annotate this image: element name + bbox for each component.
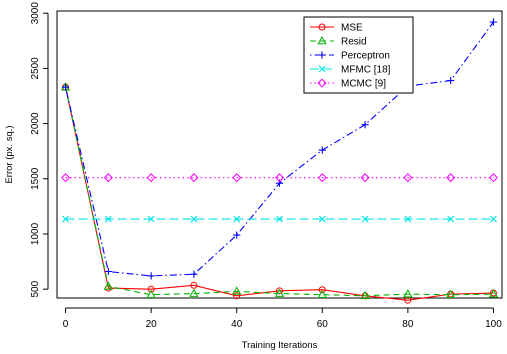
legend-label: MFMC [18] xyxy=(341,65,391,76)
data-point xyxy=(147,285,155,293)
data-point xyxy=(360,290,370,300)
data-point xyxy=(233,292,241,300)
legend-marker xyxy=(317,35,327,45)
legend-entry: MFMC [18] xyxy=(310,65,391,76)
x-axis-title: Training Iterations xyxy=(242,340,318,351)
data-point xyxy=(61,83,70,91)
series-mcmc-9 xyxy=(61,173,498,183)
series-mse xyxy=(62,83,497,304)
data-point xyxy=(317,289,327,298)
legend-marker xyxy=(317,78,327,88)
data-point xyxy=(276,215,283,223)
data-point xyxy=(403,289,413,298)
data-point xyxy=(447,215,455,223)
legend-entry: MCMC [9] xyxy=(310,78,386,90)
data-point xyxy=(446,289,456,298)
data-point xyxy=(147,215,155,223)
x-tick-label: 0 xyxy=(63,319,69,330)
data-point xyxy=(103,281,113,290)
series-line xyxy=(65,87,494,297)
series-mfmc-18 xyxy=(62,215,497,223)
legend-entry: Resid xyxy=(310,35,367,48)
legend-label: MCMC [9] xyxy=(341,79,386,90)
data-point xyxy=(62,215,69,223)
legend: MSE Resid Perceptron MFMC [18] MCMC [9] xyxy=(303,16,414,94)
legend-entry: Perceptron xyxy=(310,51,390,62)
data-point xyxy=(447,76,455,85)
data-point xyxy=(488,289,499,298)
x-tick-label: 100 xyxy=(485,319,502,330)
series-perceptron xyxy=(61,18,498,280)
data-point xyxy=(403,173,413,183)
y-tick-label: 500 xyxy=(30,280,41,297)
series-resid xyxy=(60,82,499,300)
data-point xyxy=(274,173,285,183)
legend-entry: MSE xyxy=(310,23,363,34)
x-tick-label: 40 xyxy=(231,319,243,330)
data-point xyxy=(318,146,326,154)
x-tick-label: 60 xyxy=(317,319,329,330)
data-point xyxy=(190,270,198,278)
data-point xyxy=(489,18,498,26)
data-point xyxy=(318,215,326,223)
data-point xyxy=(190,281,198,289)
data-point xyxy=(232,173,242,183)
data-point xyxy=(318,286,326,294)
data-point xyxy=(233,215,241,223)
data-point xyxy=(189,288,199,297)
series-line xyxy=(65,87,494,301)
y-tick-label: 2500 xyxy=(30,57,41,80)
x-tick-label: 80 xyxy=(402,319,414,330)
y-tick-label: 3000 xyxy=(30,2,41,25)
data-point xyxy=(233,231,241,239)
plot-frame xyxy=(56,10,503,299)
data-point xyxy=(146,173,156,183)
y-tick-label: 2000 xyxy=(30,112,41,135)
data-point xyxy=(404,215,412,223)
legend-marker xyxy=(318,65,326,73)
data-point xyxy=(190,215,198,223)
data-point xyxy=(61,173,71,183)
legend-label: Perceptron xyxy=(341,51,390,62)
x-tick-label: 20 xyxy=(146,319,158,330)
legend-label: Resid xyxy=(341,37,367,48)
data-point xyxy=(104,267,112,276)
data-point xyxy=(189,173,199,183)
data-point xyxy=(361,121,369,129)
y-tick-label: 1500 xyxy=(30,167,41,190)
data-point xyxy=(146,289,156,298)
data-point xyxy=(360,173,370,183)
data-point xyxy=(274,288,285,297)
data-point xyxy=(103,173,113,183)
series-line xyxy=(65,21,494,277)
legend-marker xyxy=(318,23,326,31)
data-point xyxy=(446,173,456,183)
data-point xyxy=(490,215,497,223)
x-axis: 0 20 40 60 80 100 xyxy=(63,307,502,330)
data-point xyxy=(317,173,327,183)
data-point xyxy=(361,215,369,223)
legend-label: MSE xyxy=(341,23,363,34)
y-tick-label: 1000 xyxy=(30,222,41,245)
data-point xyxy=(147,272,155,280)
y-axis: 500 1000 1500 2000 2500 3000 xyxy=(30,2,49,298)
series-layer xyxy=(60,18,499,304)
data-point xyxy=(104,215,112,223)
plot-border xyxy=(56,10,503,299)
data-point xyxy=(232,286,242,295)
y-axis-title: Error (px. sq.) xyxy=(4,125,15,183)
legend-marker xyxy=(318,51,326,59)
data-point xyxy=(488,173,498,183)
